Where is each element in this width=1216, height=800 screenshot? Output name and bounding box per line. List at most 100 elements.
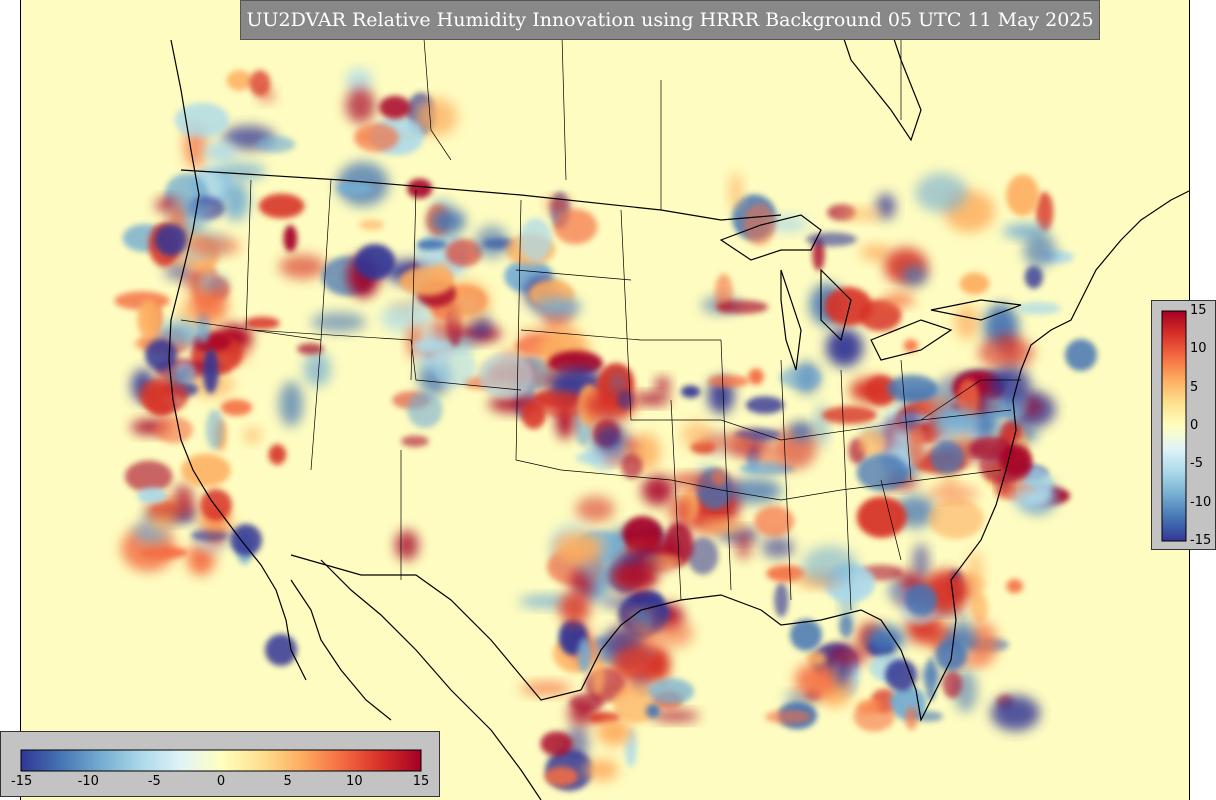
innovation-blob xyxy=(1024,265,1043,289)
innovation-blob xyxy=(761,536,795,559)
innovation-blob xyxy=(565,724,589,760)
innovation-blob xyxy=(794,662,837,699)
innovation-blob xyxy=(539,390,588,419)
innovation-blob xyxy=(558,591,591,625)
innovation-blob xyxy=(707,375,750,388)
innovation-blob xyxy=(353,123,399,153)
innovation-blob xyxy=(553,532,603,564)
innovation-blob xyxy=(547,350,603,376)
innovation-blob xyxy=(591,656,605,694)
innovation-blob xyxy=(699,433,754,452)
innovation-blob xyxy=(745,396,785,414)
innovation-blob xyxy=(611,372,624,394)
mexico-coast-line xyxy=(320,559,542,800)
innovation-blob xyxy=(258,193,305,219)
innovation-blob xyxy=(1016,301,1062,315)
innovation-blob xyxy=(913,398,951,412)
innovation-blob xyxy=(824,286,873,326)
observation-blob xyxy=(935,639,967,671)
observation-blob xyxy=(1000,444,1032,476)
geographic-boundaries xyxy=(168,0,1189,800)
innovation-blob xyxy=(700,520,747,532)
innovation-blob xyxy=(220,399,253,416)
colorbar-tick-label: 5 xyxy=(283,774,292,789)
innovation-blob xyxy=(617,389,634,410)
innovation-blob xyxy=(407,392,443,429)
gulf-coast-line xyxy=(580,469,1007,722)
colorbar-tick-label: -5 xyxy=(147,774,161,789)
colorbar-tick-label: -15 xyxy=(1190,533,1212,548)
innovation-blob xyxy=(841,208,884,221)
innovation-blob xyxy=(226,70,253,91)
innovation-blob xyxy=(204,142,238,162)
innovation-blob xyxy=(743,203,776,246)
innovation-blob xyxy=(667,495,691,525)
innovation-blob xyxy=(648,678,695,705)
innovation-blob xyxy=(989,366,1031,403)
innovation-blob xyxy=(671,474,710,487)
innovation-blob xyxy=(195,274,228,291)
observation-blob xyxy=(145,384,177,416)
innovation-blob xyxy=(655,618,694,648)
observation-blob xyxy=(145,339,177,371)
innovation-blob xyxy=(214,163,267,180)
innovation-blob xyxy=(881,293,915,307)
colorbar-tick-label: 10 xyxy=(346,774,363,789)
colorbar-tick-label: -10 xyxy=(1190,494,1212,510)
innovation-blob xyxy=(655,377,670,393)
innovation-blob xyxy=(415,97,458,137)
innovation-blob xyxy=(544,766,579,787)
innovation-blob xyxy=(283,225,298,252)
observation-blob xyxy=(790,619,822,651)
great-lakes-outline xyxy=(719,214,1022,371)
innovation-blob xyxy=(187,542,216,576)
innovation-blob xyxy=(154,416,193,444)
baja-coast-line xyxy=(290,579,392,721)
innovation-blob xyxy=(1022,397,1043,417)
innovation-blob xyxy=(593,424,627,454)
innovation-blob xyxy=(646,704,661,719)
innovation-blob xyxy=(903,339,919,353)
innovation-blob xyxy=(904,706,919,730)
map-canvas xyxy=(21,0,1189,800)
innovation-blob xyxy=(569,693,604,712)
innovation-blob xyxy=(815,402,828,449)
innovation-blob xyxy=(268,444,287,465)
innovation-blob xyxy=(1006,174,1040,217)
innovation-blob xyxy=(124,460,173,493)
colorbar-horizontal-ramp xyxy=(20,749,422,772)
innovation-blob xyxy=(337,182,374,196)
innovation-blob xyxy=(222,180,250,222)
innovation-blob xyxy=(147,501,195,516)
innovation-blob xyxy=(311,312,367,333)
innovation-blob xyxy=(137,487,168,504)
innovation-blob xyxy=(767,215,809,232)
colorbar-tick-label: 15 xyxy=(412,774,430,789)
colorbar-tick-label: 0 xyxy=(216,774,226,789)
state-lines xyxy=(180,0,1021,611)
innovation-blob xyxy=(575,496,615,523)
innovation-blob xyxy=(548,197,569,212)
colorbar-tick-label: -15 xyxy=(11,774,33,789)
innovation-blob xyxy=(190,529,228,542)
innovation-blob xyxy=(901,412,918,428)
observation-blob xyxy=(200,489,232,521)
innovation-blob xyxy=(359,219,385,231)
innovation-blob xyxy=(641,475,674,506)
colorbar-tick-label: -5 xyxy=(1190,456,1203,472)
innovation-blob xyxy=(380,302,434,334)
innovation-blob xyxy=(244,428,261,443)
innovation-blob xyxy=(754,505,795,537)
innovation-field xyxy=(114,68,1097,791)
innovation-blob xyxy=(379,95,411,120)
innovation-blob xyxy=(990,695,1040,731)
innovation-blob xyxy=(901,265,928,286)
innovation-blob xyxy=(407,178,433,199)
innovation-blob xyxy=(205,409,224,450)
innovation-blob xyxy=(190,285,228,321)
innovation-blob xyxy=(954,305,980,340)
east-coast-line xyxy=(1005,190,1189,471)
innovation-blob xyxy=(970,592,989,623)
innovation-blob xyxy=(779,366,821,389)
innovation-blob xyxy=(865,375,897,406)
